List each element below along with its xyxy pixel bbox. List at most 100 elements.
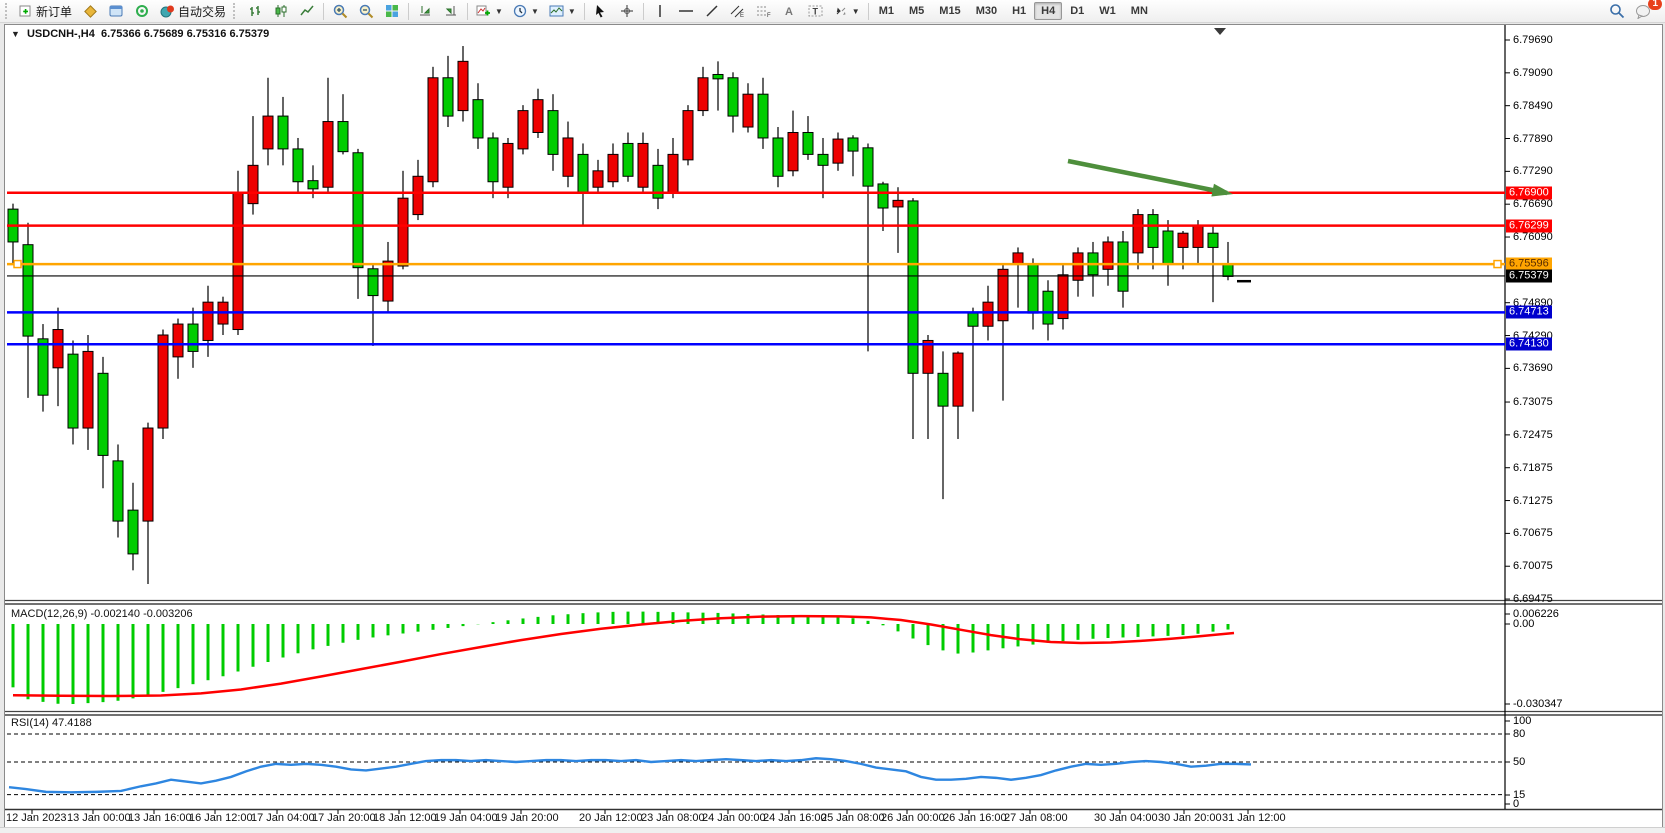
auto-scroll-button[interactable] [412, 1, 438, 22]
charts-button[interactable] [77, 1, 103, 22]
macd-axis-label: -0.030347 [1513, 698, 1563, 710]
channel-tool[interactable]: E [725, 1, 751, 22]
macd-axis-label: 0.00 [1513, 618, 1535, 630]
autotrading-button[interactable]: 自动交易 [155, 1, 231, 22]
search-button[interactable] [1604, 1, 1630, 22]
search-icon [1610, 4, 1625, 19]
timeframe-m30[interactable]: M30 [975, 5, 998, 17]
arrows-tool[interactable]: ▼ [829, 1, 865, 22]
timeframe-d1[interactable]: D1 [1070, 5, 1085, 17]
tile-windows-button[interactable] [379, 1, 405, 22]
timeframe-w1[interactable]: W1 [1099, 5, 1116, 17]
bar-chart-button[interactable] [242, 1, 268, 22]
chart-shift-marker[interactable] [1214, 28, 1226, 35]
terminal-button[interactable] [103, 1, 129, 22]
candles [7, 46, 1234, 585]
price-axis-label: 6.73075 [1513, 396, 1553, 409]
time-axis-label: 30 Jan 04:00 [1094, 812, 1158, 824]
timeframe-m15[interactable]: M15 [939, 5, 961, 17]
rsi-name: RSI(14) [11, 717, 49, 729]
time-axis-label: 17 Jan 20:00 [312, 812, 376, 824]
new-order-button[interactable]: 新订单 [14, 1, 77, 22]
svg-text:T: T [813, 7, 819, 17]
price-axis-label: 6.71875 [1513, 461, 1553, 474]
signals-button[interactable] [129, 1, 155, 22]
indicators-button[interactable]: ▼ [471, 1, 508, 22]
bar-chart-icon [250, 6, 261, 16]
price-axis-label: 6.70075 [1513, 560, 1553, 573]
chat-unread-badge: 1 [1648, 0, 1662, 10]
templates-button[interactable]: ▼ [544, 1, 581, 22]
price-axis-label: 6.69475 [1513, 593, 1553, 606]
collapse-triangle-icon[interactable]: ▼ [11, 29, 20, 39]
chart-shift-button[interactable] [438, 1, 464, 22]
macd-value-main: -0.002140 [90, 608, 141, 620]
price-axis-label: 6.79090 [1513, 66, 1553, 79]
status-bar [0, 827, 1665, 833]
rsi-axis-label: 50 [1513, 756, 1526, 768]
autotrading-label: 自动交易 [178, 4, 227, 19]
zoom-out-button[interactable] [353, 1, 379, 22]
price-axis-label: 6.73690 [1513, 362, 1553, 375]
timeframe-h4[interactable]: H4 [1034, 2, 1063, 20]
time-axis-label: 19 Jan 20:00 [495, 812, 559, 824]
rsi-axis-label: 100 [1513, 715, 1532, 727]
hline-handle[interactable] [1493, 259, 1502, 269]
template-icon [549, 5, 564, 17]
toolbar-separator [467, 2, 469, 20]
auto-scroll-icon [420, 6, 431, 16]
timeframe-m5[interactable]: M5 [909, 5, 925, 17]
chart-shift-icon [445, 6, 457, 16]
timeframe-mn[interactable]: MN [1130, 5, 1148, 17]
cursor-icon [596, 5, 605, 18]
support-2-badge: 6.74130 [1506, 337, 1552, 351]
timeframe-m1[interactable]: M1 [878, 5, 894, 17]
macd-axis-label: 0.006226 [1513, 608, 1559, 620]
price-axis-label: 6.76690 [1513, 198, 1553, 211]
time-axis-label: 19 Jan 04:00 [434, 812, 498, 824]
horizontal-line-tool[interactable] [673, 1, 699, 22]
hline-handle[interactable] [13, 259, 22, 269]
rsi-axis-label: 80 [1513, 728, 1526, 740]
trendline-tool[interactable] [699, 1, 725, 22]
trend-arrow[interactable] [1067, 158, 1233, 197]
orange-level-badge: 6.75596 [1506, 257, 1552, 271]
dropdown-caret-icon: ▼ [530, 6, 539, 16]
vertical-line-tool[interactable] [647, 1, 673, 22]
hline-objects[interactable] [7, 191, 1505, 346]
rsi-axis-label: 15 [1513, 789, 1526, 801]
timeframe-h1[interactable]: H1 [1012, 5, 1027, 17]
time-axis-label: 16 Jan 12:00 [189, 812, 253, 824]
macd-value-signal: -0.003206 [143, 608, 193, 620]
crosshair-tool-button[interactable] [614, 1, 640, 22]
text-tool[interactable]: A [777, 1, 803, 22]
line-chart-button[interactable] [294, 1, 320, 22]
toolbar-grip[interactable] [5, 3, 11, 19]
candlestick-button[interactable] [268, 1, 294, 22]
macd-name: MACD(12,26,9) [11, 608, 88, 620]
svg-text:E: E [740, 13, 744, 18]
text-label-tool[interactable]: T [803, 1, 829, 22]
resistance-2-badge: 6.76299 [1506, 219, 1552, 233]
candlestick-icon [275, 5, 287, 17]
text-label-icon: T [808, 5, 823, 17]
periods-button[interactable]: ▼ [508, 1, 544, 22]
chat-button[interactable]: 1 [1630, 0, 1662, 22]
price-axis-label: 6.71275 [1513, 494, 1553, 507]
axis-ticks [31, 39, 1510, 814]
cursor-tool-button[interactable] [588, 1, 614, 22]
fibonacci-tool[interactable]: F [751, 1, 777, 22]
crosshair-icon [620, 5, 633, 17]
toolbar-grip[interactable] [233, 3, 239, 19]
macd-signal-line [12, 614, 1235, 698]
tile-windows-icon [386, 5, 399, 17]
clock-icon [513, 4, 527, 18]
time-axis-label: 17 Jan 04:00 [251, 812, 315, 824]
ohlc-high: 6.75689 [143, 28, 184, 40]
top-toolbar: 新订单 自动交易 ▼ ▼ [0, 0, 1665, 23]
macd-histogram [11, 611, 1230, 704]
chat-bubble-icon [1636, 4, 1650, 19]
zoom-in-button[interactable] [327, 1, 353, 22]
chart-canvas[interactable] [5, 25, 1662, 828]
